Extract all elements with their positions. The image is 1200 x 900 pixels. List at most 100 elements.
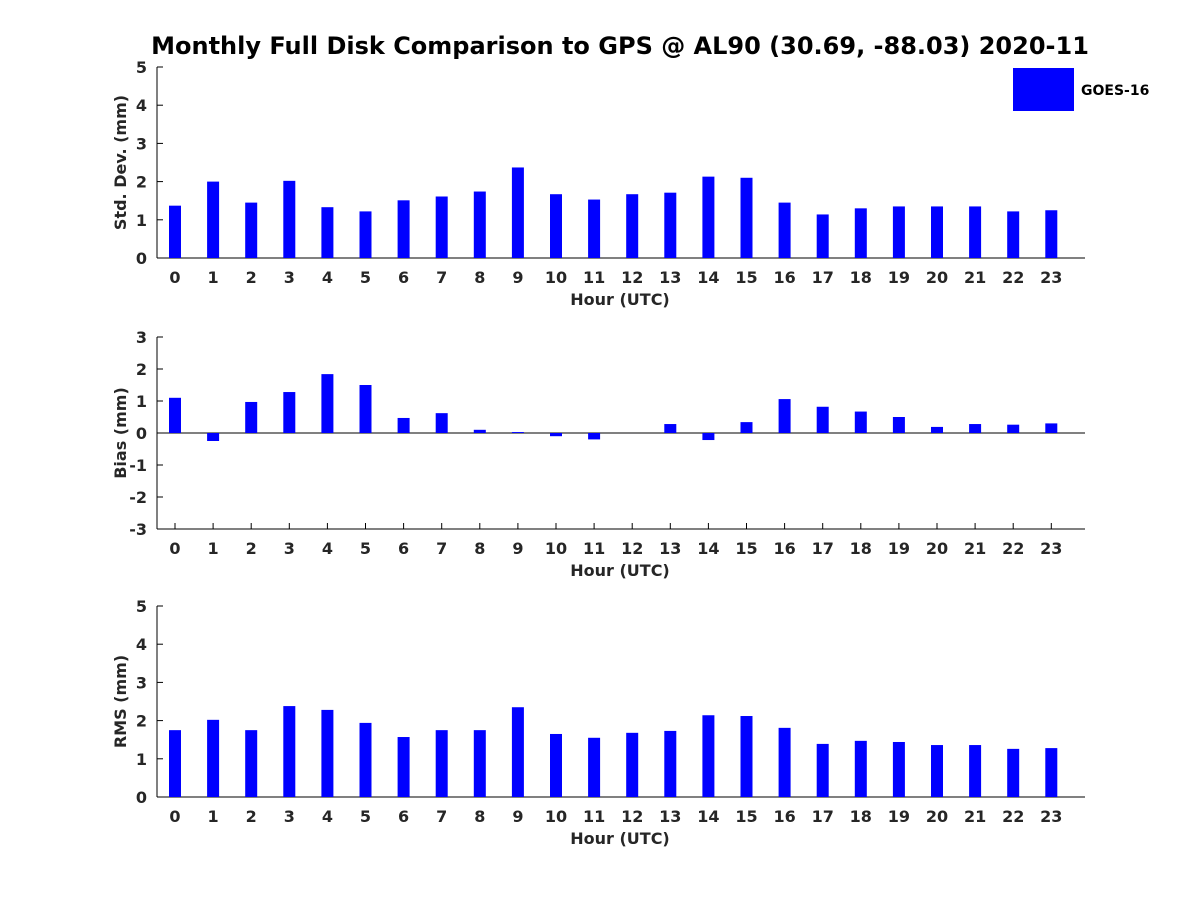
rms-y-tick-label: 0 xyxy=(136,788,147,807)
std-dev-x-tick-label: 13 xyxy=(659,268,681,287)
legend-label: GOES-16 xyxy=(1081,83,1149,99)
bias-bar xyxy=(969,424,982,433)
bias-bar xyxy=(1007,424,1020,433)
std-dev-bar xyxy=(359,211,372,258)
rms-y-tick-label: 3 xyxy=(136,673,147,692)
bias-x-tick-label: 8 xyxy=(474,539,485,558)
bias-bar xyxy=(207,433,220,441)
legend-swatch xyxy=(1013,68,1074,111)
std-dev-x-tick-label: 17 xyxy=(812,268,834,287)
std-dev-bar xyxy=(283,180,296,258)
rms-x-tick-label: 10 xyxy=(545,807,567,826)
bias-x-tick-label: 14 xyxy=(697,539,719,558)
bias-bar xyxy=(854,411,867,433)
rms-bar xyxy=(550,733,562,797)
bias-bar xyxy=(931,426,943,433)
rms-x-tick-label: 13 xyxy=(659,807,681,826)
std-dev-x-tick-label: 1 xyxy=(208,268,219,287)
rms-x-tick-label: 20 xyxy=(926,807,948,826)
bias-bar xyxy=(283,392,296,433)
bias-x-tick-label: 7 xyxy=(436,539,447,558)
std-dev-y-tick-label: 4 xyxy=(136,96,147,115)
rms-x-tick-label: 14 xyxy=(697,807,719,826)
std-dev-bar xyxy=(511,167,524,258)
std-dev-bar xyxy=(550,194,562,258)
std-dev-bar xyxy=(169,205,181,258)
rms-bar xyxy=(473,730,486,797)
bias-y-tick-label: 3 xyxy=(136,328,147,347)
std-dev-x-tick-label: 5 xyxy=(360,268,371,287)
bias-x-tick-label: 18 xyxy=(850,539,872,558)
std-dev-x-tick-label: 6 xyxy=(398,268,409,287)
bias-bar xyxy=(473,429,486,433)
bias-x-tick-label: 17 xyxy=(812,539,834,558)
std-dev-x-tick-label: 22 xyxy=(1002,268,1024,287)
rms-x-tick-label: 9 xyxy=(512,807,523,826)
rms-bar xyxy=(397,737,410,797)
rms-bar xyxy=(664,730,677,797)
std-dev-bar xyxy=(969,206,982,258)
bias-x-tick-label: 10 xyxy=(545,539,567,558)
std-dev-bar xyxy=(1007,211,1020,258)
rms-x-tick-label: 4 xyxy=(322,807,333,826)
bias-x-tick-label: 19 xyxy=(888,539,910,558)
rms-x-tick-label: 0 xyxy=(169,807,180,826)
std-dev-x-tick-label: 3 xyxy=(284,268,295,287)
rms-bar xyxy=(854,740,867,797)
rms-y-label: RMS (mm) xyxy=(111,655,130,748)
bias-y-label: Bias (mm) xyxy=(111,387,130,479)
bias-x-tick-label: 6 xyxy=(398,539,409,558)
rms-bar xyxy=(207,719,220,797)
std-dev-x-tick-label: 11 xyxy=(583,268,605,287)
bias-x-tick-label: 12 xyxy=(621,539,643,558)
std-dev-bar xyxy=(778,202,791,258)
bias-x-tick-label: 16 xyxy=(773,539,795,558)
std-dev-bar xyxy=(473,191,486,258)
rms-bar xyxy=(892,741,905,797)
rms-y-tick-label: 1 xyxy=(136,750,147,769)
std-dev-x-tick-label: 4 xyxy=(322,268,333,287)
std-dev-x-tick-label: 19 xyxy=(888,268,910,287)
bias-x-tick-label: 2 xyxy=(246,539,257,558)
rms-x-tick-label: 6 xyxy=(398,807,409,826)
std-dev-x-tick-label: 18 xyxy=(850,268,872,287)
bias-bar xyxy=(321,374,334,433)
std-dev-x-tick-label: 16 xyxy=(773,268,795,287)
bias-bar xyxy=(1045,423,1058,433)
std-dev-bar xyxy=(397,200,410,258)
bias-y-tick-label: 2 xyxy=(136,360,147,379)
bias-y-tick-label: -3 xyxy=(129,520,147,539)
rms-x-label: Hour (UTC) xyxy=(570,829,670,848)
rms-x-tick-label: 3 xyxy=(284,807,295,826)
rms-x-tick-label: 19 xyxy=(888,807,910,826)
std-dev-x-tick-label: 21 xyxy=(964,268,986,287)
bias-bar xyxy=(588,433,601,440)
rms-x-tick-label: 1 xyxy=(208,807,219,826)
rms-x-tick-label: 21 xyxy=(964,807,986,826)
rms-x-tick-label: 23 xyxy=(1040,807,1062,826)
std-dev-y-tick-label: 2 xyxy=(136,173,147,192)
std-dev-bar xyxy=(321,207,334,258)
std-dev-bar xyxy=(588,199,601,258)
rms-bar xyxy=(1007,748,1020,797)
rms-bar xyxy=(245,730,258,797)
rms-bar xyxy=(283,706,296,797)
rms-x-tick-label: 18 xyxy=(850,807,872,826)
bias-x-tick-label: 9 xyxy=(512,539,523,558)
bias-x-tick-label: 15 xyxy=(735,539,757,558)
bias-x-tick-label: 22 xyxy=(1002,539,1024,558)
rms-y-tick-label: 4 xyxy=(136,635,147,654)
rms-bar xyxy=(321,709,334,797)
legend: GOES-16 xyxy=(1013,68,1149,111)
std-dev-x-tick-label: 12 xyxy=(621,268,643,287)
std-dev-x-tick-label: 0 xyxy=(169,268,180,287)
std-dev-bar xyxy=(1045,210,1058,258)
std-dev-x-label: Hour (UTC) xyxy=(570,290,670,309)
rms-x-tick-label: 15 xyxy=(735,807,757,826)
std-dev-bar xyxy=(931,206,943,258)
std-dev-x-tick-label: 7 xyxy=(436,268,447,287)
rms-y-tick-label: 5 xyxy=(136,597,147,616)
std-dev-x-tick-label: 9 xyxy=(512,268,523,287)
std-dev-x-tick-label: 10 xyxy=(545,268,567,287)
